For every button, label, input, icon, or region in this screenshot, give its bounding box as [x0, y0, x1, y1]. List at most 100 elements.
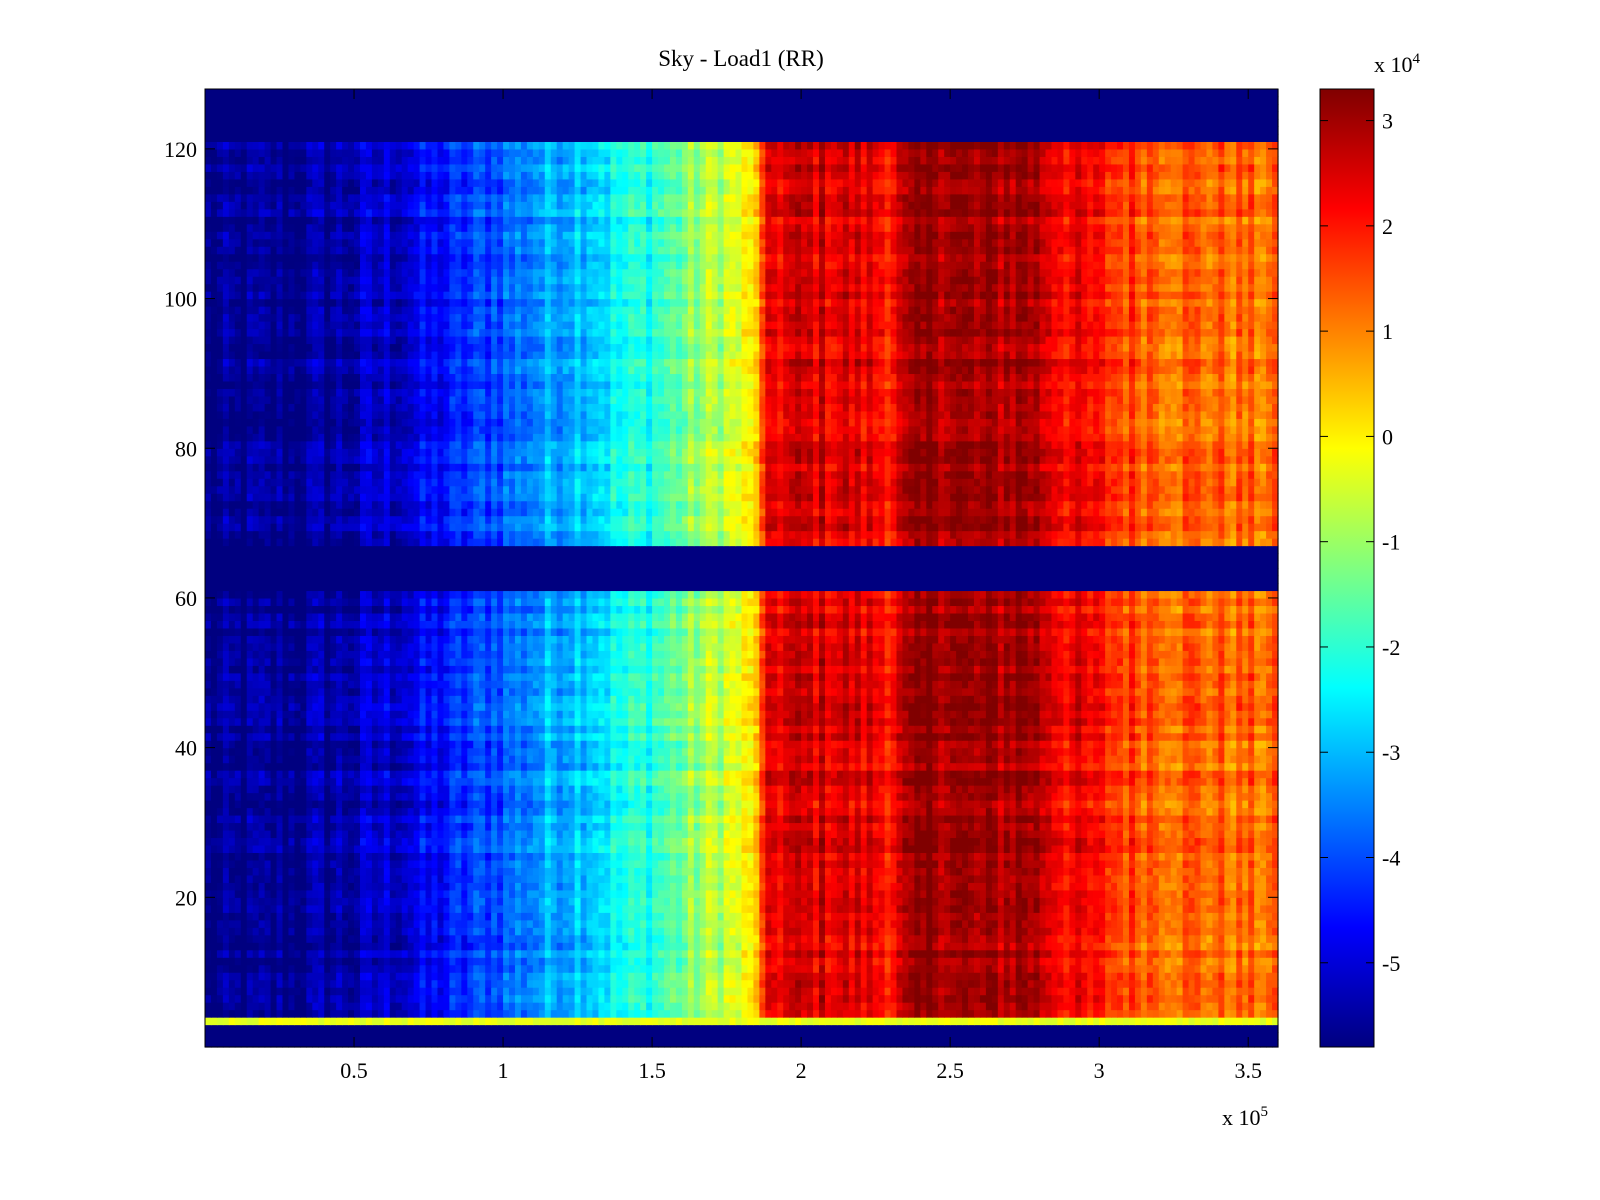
heatmap-cell	[860, 1039, 868, 1048]
heatmap-cell	[568, 1024, 576, 1033]
heatmap-cell	[240, 904, 248, 913]
heatmap-cell	[1111, 957, 1118, 966]
heatmap-cell	[908, 859, 915, 868]
heatmap-cell	[240, 987, 248, 996]
heatmap-cell	[1254, 942, 1261, 951]
heatmap-cell	[365, 1009, 373, 1018]
heatmap-cell	[604, 994, 611, 1003]
heatmap-cell	[1051, 904, 1059, 913]
heatmap-cell	[741, 1039, 749, 1048]
heatmap-cell	[491, 972, 498, 981]
heatmap-cell	[1117, 882, 1124, 891]
heatmap-cell	[431, 972, 439, 981]
heatmap-cell	[735, 1002, 743, 1011]
heatmap-cell	[503, 934, 510, 943]
heatmap-cell	[455, 874, 462, 883]
heatmap-cell	[669, 1002, 677, 1011]
heatmap-cell	[461, 897, 468, 906]
heatmap-cell	[890, 1039, 898, 1048]
heatmap-cell	[318, 1017, 325, 1026]
heatmap-cell	[962, 994, 969, 1003]
heatmap-cell	[1140, 972, 1148, 981]
heatmap-cell	[324, 904, 331, 913]
heatmap-cell	[330, 874, 337, 883]
heatmap-cell	[443, 904, 450, 913]
heatmap-cell	[1063, 964, 1070, 973]
heatmap-cell	[413, 1009, 421, 1018]
heatmap-cell	[407, 1002, 415, 1011]
heatmap-cell	[711, 897, 719, 906]
heatmap-cell	[795, 1009, 802, 1018]
heatmap-cell	[526, 1032, 534, 1041]
heatmap-cell	[848, 1039, 856, 1048]
heatmap-cell	[389, 859, 397, 868]
heatmap-cell	[1218, 1017, 1225, 1026]
heatmap-cell	[699, 994, 707, 1003]
heatmap-cell	[753, 919, 760, 928]
heatmap-cell	[646, 964, 653, 973]
heatmap-cell	[997, 942, 1005, 951]
heatmap-cell	[1134, 867, 1142, 876]
heatmap-cell	[276, 934, 284, 943]
heatmap-cell	[1128, 942, 1136, 951]
heatmap-cell	[765, 994, 772, 1003]
heatmap-cell	[1152, 844, 1160, 853]
heatmap-cell	[592, 949, 600, 958]
heatmap-cell	[795, 904, 802, 913]
heatmap-cell	[711, 987, 719, 996]
heatmap-cell	[258, 904, 266, 913]
heatmap-cell	[586, 934, 594, 943]
heatmap-cell	[1218, 942, 1225, 951]
heatmap-cell	[962, 1017, 969, 1026]
heatmap-cell	[258, 852, 266, 861]
heatmap-cell	[962, 919, 969, 928]
heatmap-cell	[681, 897, 689, 906]
heatmap-cell	[777, 904, 784, 913]
heatmap-cell	[419, 837, 427, 846]
heatmap-cell	[467, 979, 474, 988]
heatmap-cell	[723, 1024, 731, 1033]
heatmap-cell	[1093, 942, 1100, 951]
heatmap-cell	[1117, 844, 1124, 853]
heatmap-cell	[222, 912, 230, 921]
heatmap-cell	[520, 957, 528, 966]
heatmap-cell	[997, 957, 1005, 966]
heatmap-cell	[1021, 964, 1029, 973]
heatmap-cell	[598, 897, 605, 906]
heatmap-cell	[1200, 852, 1208, 861]
heatmap-cell	[562, 964, 570, 973]
heatmap-cell	[789, 1039, 796, 1048]
heatmap-cell	[1272, 919, 1279, 928]
heatmap-cell	[473, 987, 480, 996]
heatmap-cell	[902, 964, 910, 973]
heatmap-cell	[598, 1032, 605, 1041]
heatmap-cell	[252, 972, 260, 981]
heatmap-cell	[723, 934, 731, 943]
heatmap-cell	[1224, 844, 1231, 853]
heatmap-cell	[205, 957, 212, 966]
heatmap-cell	[693, 957, 701, 966]
heatmap-cell	[830, 942, 838, 951]
heatmap-cell	[646, 1009, 653, 1018]
heatmap-cell	[813, 889, 820, 898]
heatmap-cell	[1272, 964, 1279, 973]
heatmap-cell	[675, 964, 683, 973]
heatmap-cell	[1081, 867, 1088, 876]
heatmap-cell	[1182, 987, 1190, 996]
heatmap-cell	[336, 904, 343, 913]
heatmap-cell	[1266, 994, 1273, 1003]
heatmap-cell	[443, 972, 450, 981]
heatmap-cell	[920, 979, 927, 988]
heatmap-cell	[461, 964, 468, 973]
heatmap-cell	[1128, 987, 1136, 996]
heatmap-cell	[759, 964, 766, 973]
heatmap-cell	[556, 1009, 564, 1018]
heatmap-cell	[866, 912, 874, 921]
heatmap-cell	[503, 1002, 510, 1011]
heatmap-cell	[622, 972, 629, 981]
heatmap-cell	[741, 964, 749, 973]
heatmap-cell	[1111, 927, 1118, 936]
heatmap-cell	[312, 897, 319, 906]
heatmap-cell	[354, 874, 361, 883]
heatmap-cell	[747, 987, 755, 996]
